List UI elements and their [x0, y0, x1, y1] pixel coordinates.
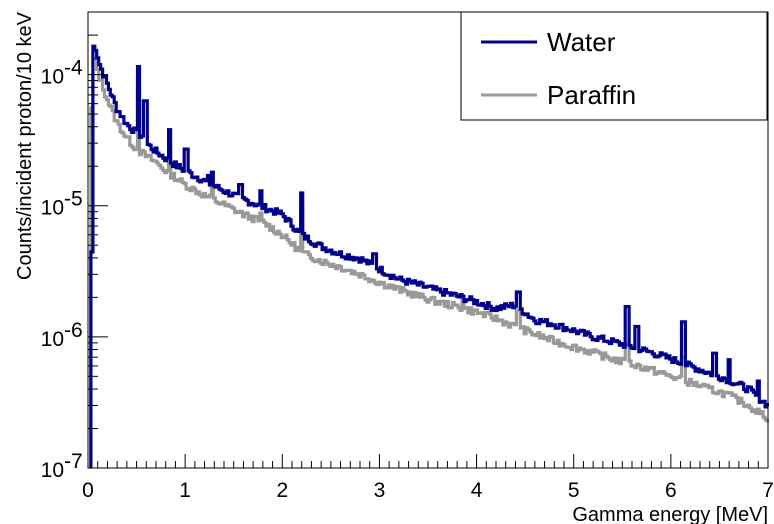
y-tick-exponent: -5	[64, 188, 83, 211]
y-axis-title: Counts/incident proton/10 keV	[14, 11, 36, 280]
x-tick-label: 2	[276, 479, 288, 502]
x-tick-label: 5	[568, 479, 580, 502]
y-tick-label: 10	[41, 197, 64, 220]
y-tick-exponent: -6	[64, 319, 83, 342]
plot-area	[89, 44, 769, 468]
x-tick-label: 0	[82, 479, 94, 502]
legend-label-paraffin: Paraffin	[547, 80, 636, 110]
legend-box	[460, 11, 768, 121]
x-axis-title: Gamma energy [MeV]	[572, 504, 768, 524]
y-tick-exponent: -7	[64, 450, 83, 473]
legend-label-water: Water	[547, 27, 616, 57]
y-tick-label: 10	[41, 459, 64, 482]
y-tick-label: 10	[41, 328, 64, 351]
y-tick-label: 10	[41, 66, 64, 89]
legend: Water Paraffin	[460, 11, 768, 121]
x-tick-label: 7	[762, 479, 774, 502]
x-tick-label: 4	[471, 479, 483, 502]
x-tick-label: 3	[374, 479, 386, 502]
x-tick-label: 6	[665, 479, 677, 502]
axes	[87, 11, 769, 469]
series-water	[89, 44, 769, 468]
x-tick-label: 1	[179, 479, 191, 502]
series-paraffin	[89, 57, 769, 468]
y-tick-exponent: -4	[64, 57, 83, 80]
tick-labels: 0 1 2 3 4 5 6 710-710-610-510-4	[41, 57, 774, 502]
